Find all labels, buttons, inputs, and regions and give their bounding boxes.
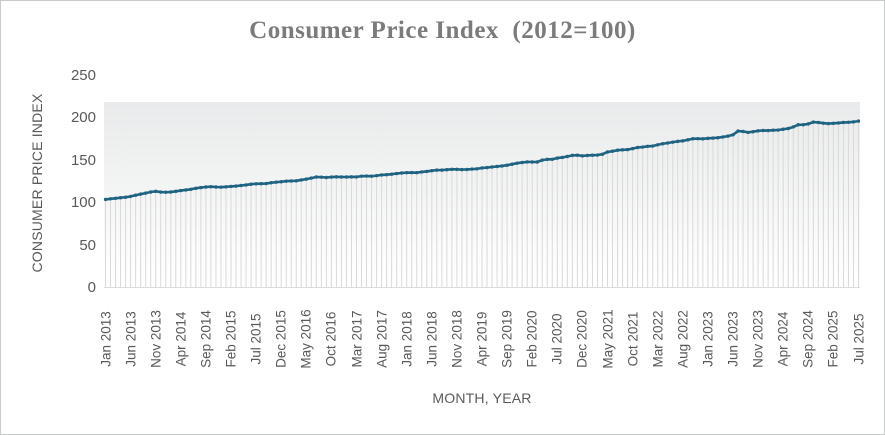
x-tick-label: Jun 2013 (123, 311, 139, 367)
y-axis-tick-labels: 0 50 100 150 200 250 (1, 1, 96, 301)
x-tick-label: May 2021 (600, 309, 615, 369)
x-tick-label: Aug 2017 (374, 310, 390, 368)
y-tick-label: 200 (70, 109, 96, 127)
y-tick-label: 50 (79, 236, 96, 254)
x-tick-label: Sep 2019 (499, 310, 515, 368)
x-tick-label: Oct 2016 (323, 311, 339, 367)
x-tick-label: Apr 2019 (474, 311, 490, 367)
x-tick-label: Apr 2024 (775, 311, 791, 367)
x-tick-label: Sep 2014 (198, 310, 214, 368)
x-axis-title: MONTH, YEAR (432, 390, 532, 406)
x-tick-label: Nov 2023 (750, 310, 766, 368)
x-tick-label: Feb 2025 (825, 310, 841, 368)
x-tick-label: Nov 2013 (148, 310, 164, 368)
x-tick-label: Aug 2022 (675, 310, 691, 368)
y-tick-label: 250 (70, 67, 96, 84)
x-tick-label: Mar 2022 (650, 310, 666, 368)
x-tick-label: Jun 2018 (424, 311, 440, 367)
x-tick-label: Oct 2021 (625, 311, 641, 367)
x-tick-label: Dec 2015 (273, 310, 289, 368)
drop-lines (105, 122, 859, 288)
plot-area (104, 76, 860, 288)
x-tick-label: Feb 2015 (223, 310, 239, 368)
x-tick-label: May 2016 (298, 309, 314, 369)
cpi-line-series (104, 119, 860, 288)
series-markers (104, 119, 860, 202)
x-tick-label: Jan 2013 (98, 311, 113, 367)
x-tick-label: Jul 2015 (248, 313, 264, 365)
y-tick-label: 100 (70, 194, 96, 212)
x-tick-label: Jan 2018 (399, 311, 415, 367)
x-tick-label: Feb 2020 (524, 310, 540, 368)
x-tick-label: Mar 2017 (349, 310, 364, 368)
y-tick-label: 150 (70, 151, 96, 169)
x-tick-label: Sep 2024 (800, 310, 816, 368)
x-tick-label: Jan 2023 (700, 311, 716, 367)
chart-title: Consumer Price Index (2012=100) (249, 17, 636, 44)
x-tick-label: Jul 2020 (549, 313, 565, 365)
x-tick-label: Dec 2020 (574, 310, 590, 368)
x-tick-label: Nov 2018 (449, 310, 465, 368)
x-axis-tick-labels: Jan 2013 Jun 2013 Nov 2013 Apr 2014 Sep 2014… (98, 288, 866, 390)
x-tick-label: Apr 2014 (173, 311, 189, 367)
y-tick-label: 0 (87, 279, 96, 296)
x-tick-label: Jun 2023 (725, 311, 741, 367)
x-tick-label: Jul 2025 (851, 313, 866, 365)
